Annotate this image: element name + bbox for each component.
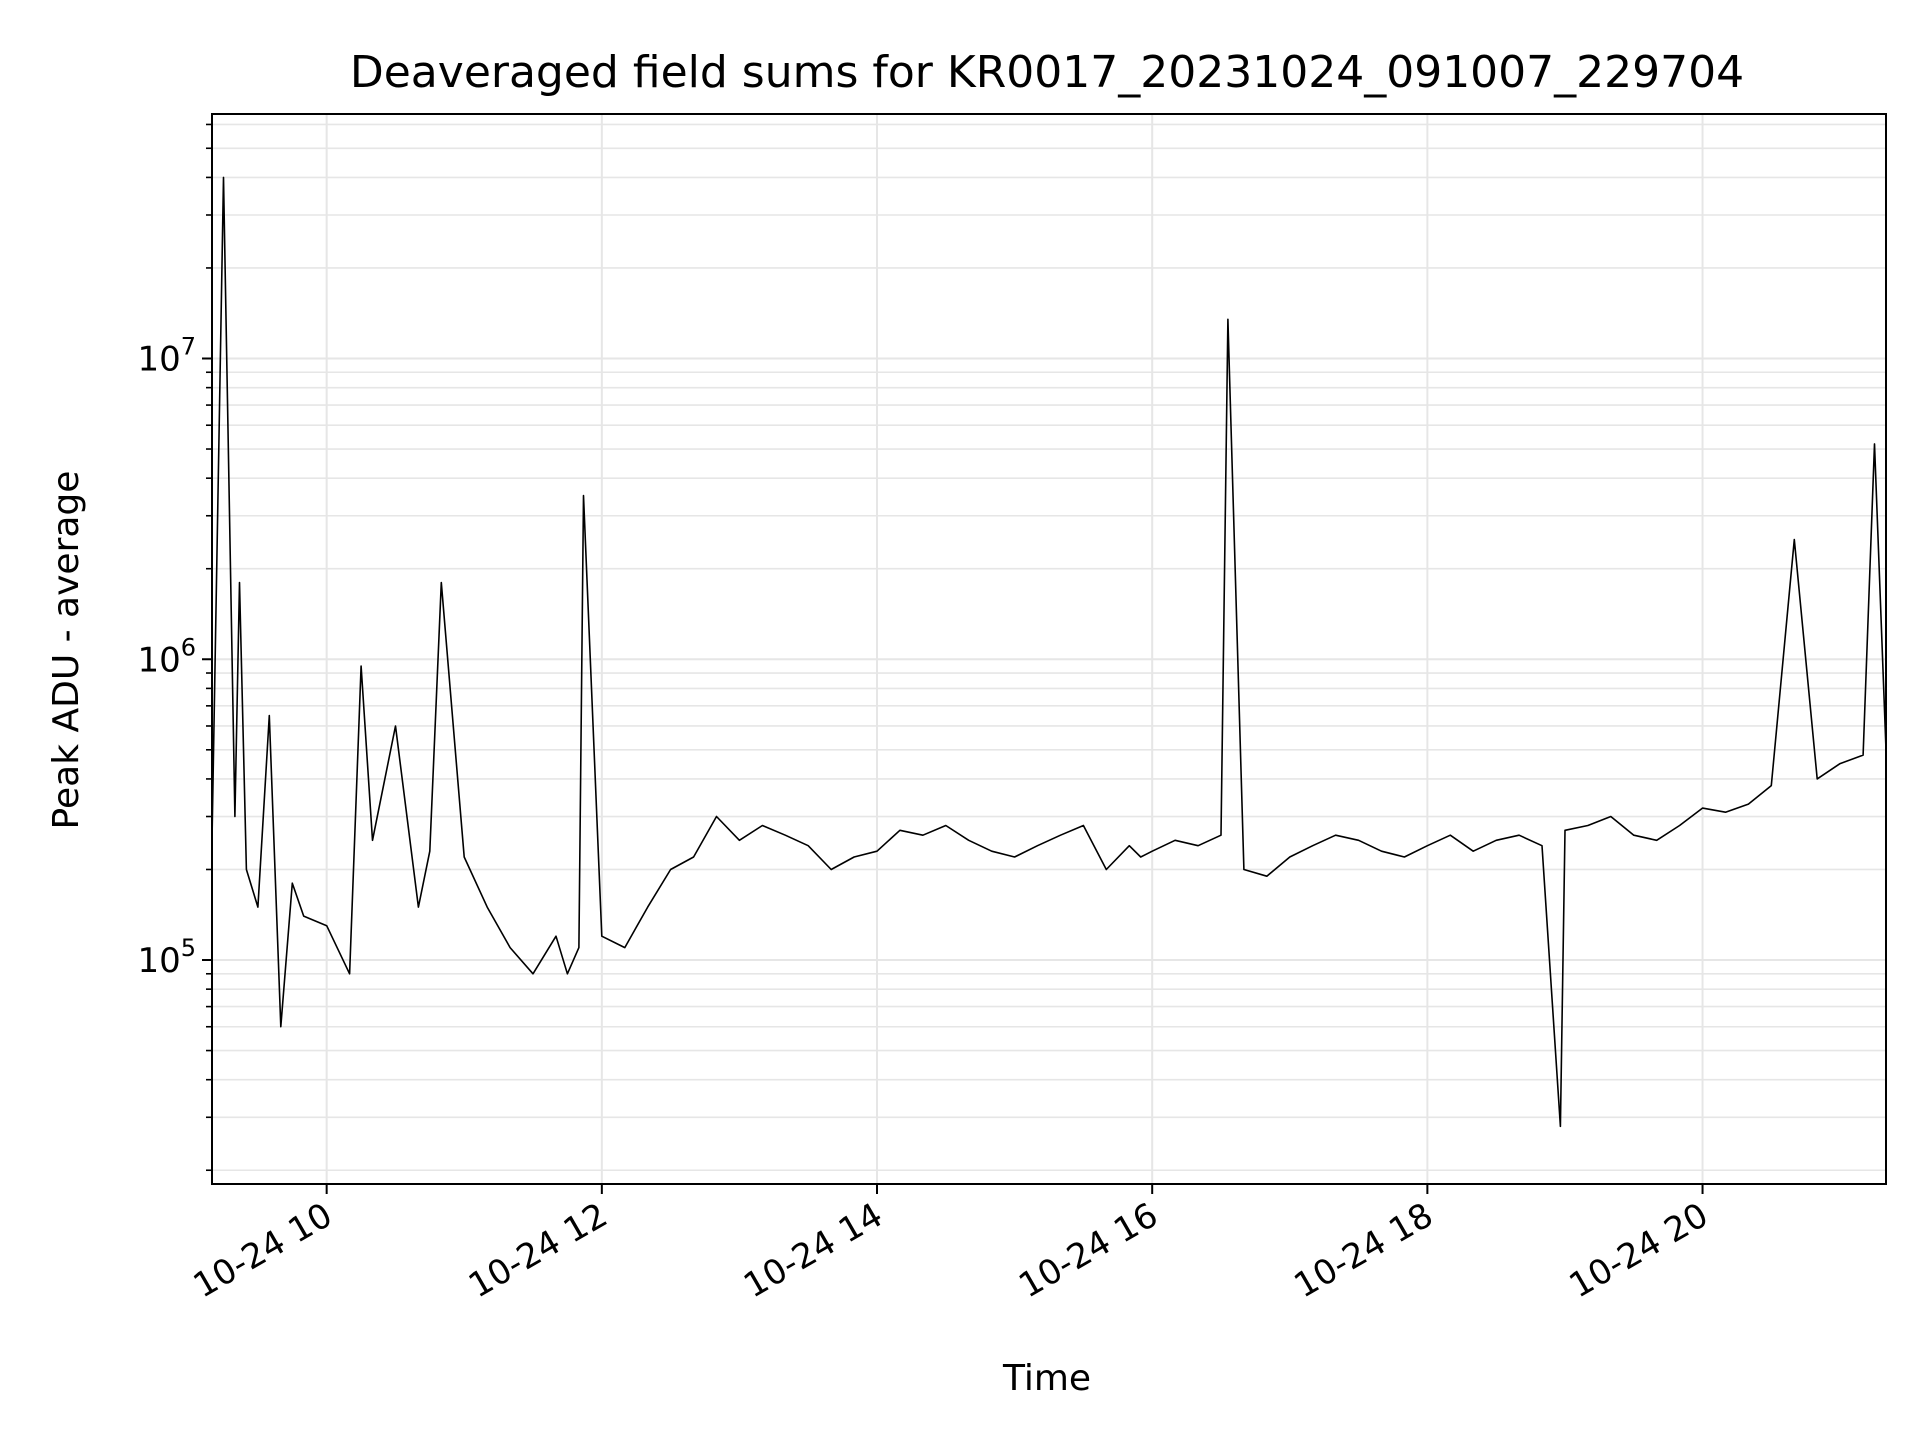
series-line — [211, 176, 1887, 1128]
grid — [212, 114, 1886, 1184]
y-axis: 105 106 107 — [137, 123, 212, 1172]
series-group — [211, 176, 1887, 1128]
y-tick-label: 107 — [137, 332, 196, 379]
x-axis-label: Time — [1002, 1358, 1091, 1399]
y-tick-label: 105 — [137, 934, 196, 981]
y-axis-label: Peak ADU - average — [46, 471, 87, 830]
y-tick-label: 106 — [137, 633, 196, 680]
plot-frame — [211, 113, 1887, 1185]
chart-title: Deaveraged field sums for KR0017_2023102… — [350, 47, 1744, 98]
